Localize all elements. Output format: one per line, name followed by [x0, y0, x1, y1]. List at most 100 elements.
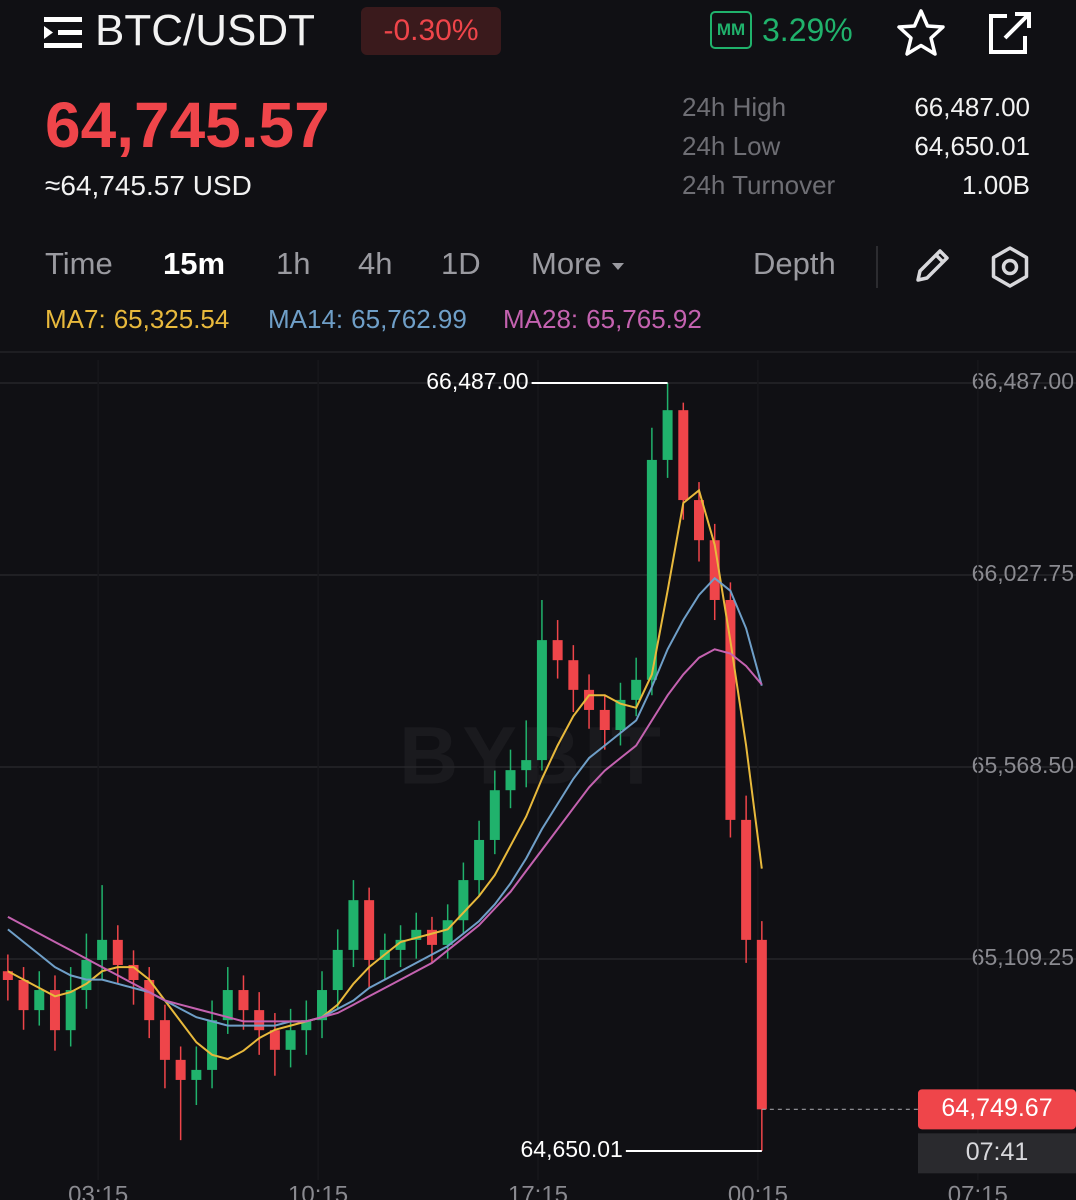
ma-line [7, 488, 763, 1061]
candle-body [348, 900, 359, 950]
candle-body [81, 959, 92, 991]
symbol[interactable]: BTC/USDT [95, 6, 315, 55]
ma-value: 65,762.99 [351, 304, 467, 334]
price-usd: ≈64,745.57 USD [45, 170, 252, 201]
separator [876, 246, 878, 288]
stat-value: 64,650.01 [914, 131, 1030, 161]
stat-label: 24h Low [682, 131, 781, 161]
candle-body [536, 640, 547, 761]
candle-body [474, 839, 485, 881]
tab[interactable]: 15m [163, 246, 226, 281]
ma-value: 65,765.92 [586, 304, 702, 334]
candle-body [395, 939, 406, 950]
y-tick-label: 65,568.50 [972, 752, 1074, 778]
stat-value: 1.00B [962, 170, 1030, 200]
candle-body [725, 599, 736, 820]
star-icon[interactable] [895, 8, 947, 58]
ma-line [7, 648, 763, 1023]
candle-body [615, 699, 626, 731]
candle-body [317, 990, 328, 1021]
ma-line [7, 576, 763, 1027]
candle-body [222, 990, 233, 1021]
mm-rate: 3.29% [762, 12, 853, 48]
candle-body [756, 939, 767, 1110]
menu-icon[interactable] [44, 17, 86, 49]
last-price-label: 64,749.67 [941, 1094, 1052, 1122]
settings-icon[interactable] [987, 244, 1033, 290]
candle-body [694, 500, 705, 541]
candle-body [678, 410, 689, 501]
ma-legend-item: MA7: 65,325.54 [45, 304, 229, 335]
draw-icon[interactable] [910, 244, 954, 288]
ma-value: 65,325.54 [113, 304, 230, 334]
candle-body [254, 1010, 265, 1031]
ma-name: MA14: [268, 304, 344, 334]
y-tick-label: 66,027.75 [972, 560, 1074, 586]
x-tick-label: 03:15 [68, 1181, 128, 1200]
candle-body [646, 459, 657, 680]
candle-body [238, 990, 249, 1011]
candle-body [97, 939, 108, 960]
candle-body [159, 1020, 170, 1060]
candle-body [584, 689, 595, 710]
candle-body [458, 880, 469, 921]
candle-body [112, 939, 123, 965]
candle-body [489, 790, 500, 840]
dropdown-caret [612, 263, 624, 270]
y-tick-label: 65,109.25 [972, 944, 1074, 970]
candle-body [144, 980, 155, 1021]
change-badge: -0.30% [361, 7, 501, 55]
last-price-badge [918, 1089, 1076, 1130]
countdown-label: 07:41 [966, 1138, 1029, 1166]
tab[interactable]: Depth [753, 246, 836, 281]
candle-body [2, 971, 13, 981]
candle-body [662, 410, 673, 460]
ma-name: MA7: [45, 304, 106, 334]
candle-body [269, 1030, 280, 1050]
candle-body [364, 900, 375, 960]
candle-body [18, 980, 29, 1011]
candle-body [442, 920, 453, 945]
candle-body [49, 990, 60, 1031]
countdown-badge [918, 1133, 1076, 1174]
candle-body [301, 1020, 312, 1031]
candle-body [332, 949, 343, 991]
candle-body [709, 540, 720, 600]
candle-body [128, 964, 139, 981]
candle-body [552, 640, 563, 661]
mm-badge[interactable]: MM [710, 11, 752, 49]
candle-body [426, 929, 437, 945]
candle-body [521, 760, 532, 771]
ma-legend-item: MA28: 65,765.92 [503, 304, 702, 335]
tab[interactable]: 1D [441, 246, 481, 281]
last-price: 64,745.57 [45, 89, 330, 161]
x-tick-label: 07:15 [948, 1181, 1008, 1200]
x-tick-label: 17:15 [508, 1181, 568, 1200]
extreme-label: 66,487.00 [426, 368, 528, 394]
tab[interactable]: 4h [358, 246, 393, 281]
candle-body [411, 929, 422, 940]
candle-body [175, 1059, 186, 1080]
candle-body [191, 1069, 202, 1080]
candle-body [65, 990, 76, 1031]
candle-body [34, 990, 45, 1011]
candle-body [631, 679, 642, 700]
x-tick-label: 10:15 [288, 1181, 348, 1200]
ma-name: MA28: [503, 304, 579, 334]
tab[interactable]: 1h [276, 246, 311, 281]
ma-legend-item: MA14: 65,762.99 [268, 304, 467, 335]
stat-label: 24h High [682, 92, 787, 122]
candle-body [505, 770, 516, 791]
x-tick-label: 00:15 [728, 1181, 788, 1200]
candle-body [285, 1030, 296, 1050]
candle-body [207, 1020, 218, 1070]
share-icon[interactable] [985, 10, 1035, 56]
tab[interactable]: Time [45, 246, 113, 281]
stat-label: 24h Turnover [682, 170, 836, 200]
candle-body [741, 819, 752, 940]
candle-body [599, 709, 610, 731]
extreme-label: 64,650.01 [521, 1136, 623, 1162]
tab[interactable]: More [531, 246, 602, 281]
